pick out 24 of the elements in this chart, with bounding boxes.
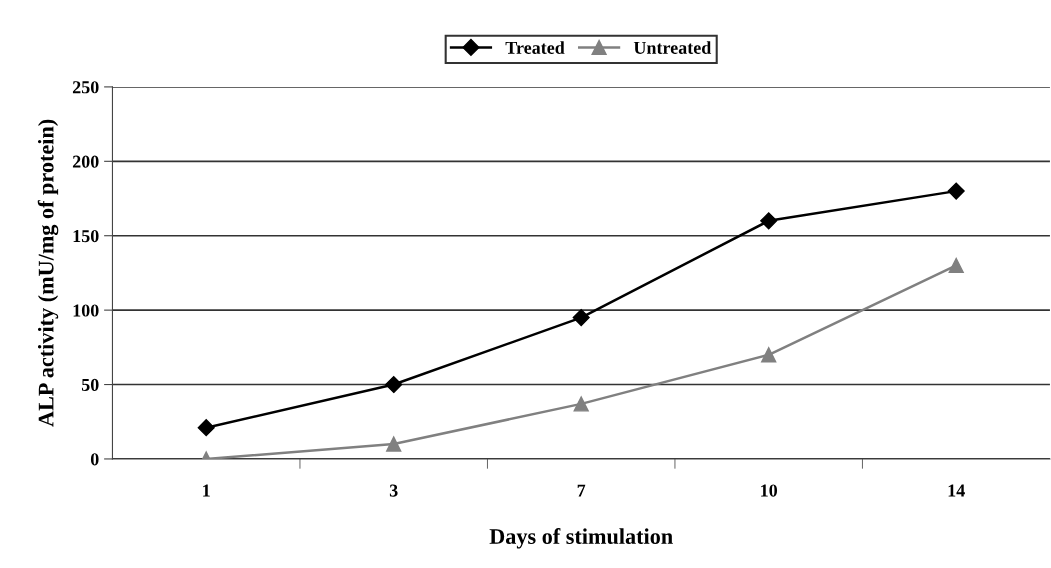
x-tick-label: 10 [761,484,778,497]
y-tick-label: 50 [81,378,99,391]
y-tick-label: 200 [72,155,99,168]
x-tick-label: 7 [577,484,586,497]
x-axis-title: Days of stimulation [489,528,673,549]
point [947,182,965,200]
legend-label: Treated [505,41,565,54]
point [197,419,215,437]
point [572,309,590,327]
y-tick-label: 250 [72,81,99,94]
y-axis-title: ALP activity (mU/mg of protein) [37,119,59,427]
point [761,347,777,363]
y-tick-label: 0 [90,453,99,466]
x-tick-label: 1 [203,484,210,497]
point [385,375,403,394]
point [760,212,778,230]
y-tick-label: 100 [73,304,99,317]
legend-label: Untreated [633,41,712,54]
point [386,436,402,452]
point [573,396,589,412]
y-tick-label: 150 [73,229,99,243]
point [948,257,964,274]
x-tick-label: 3 [389,484,398,497]
x-tick-label: 14 [948,484,965,497]
